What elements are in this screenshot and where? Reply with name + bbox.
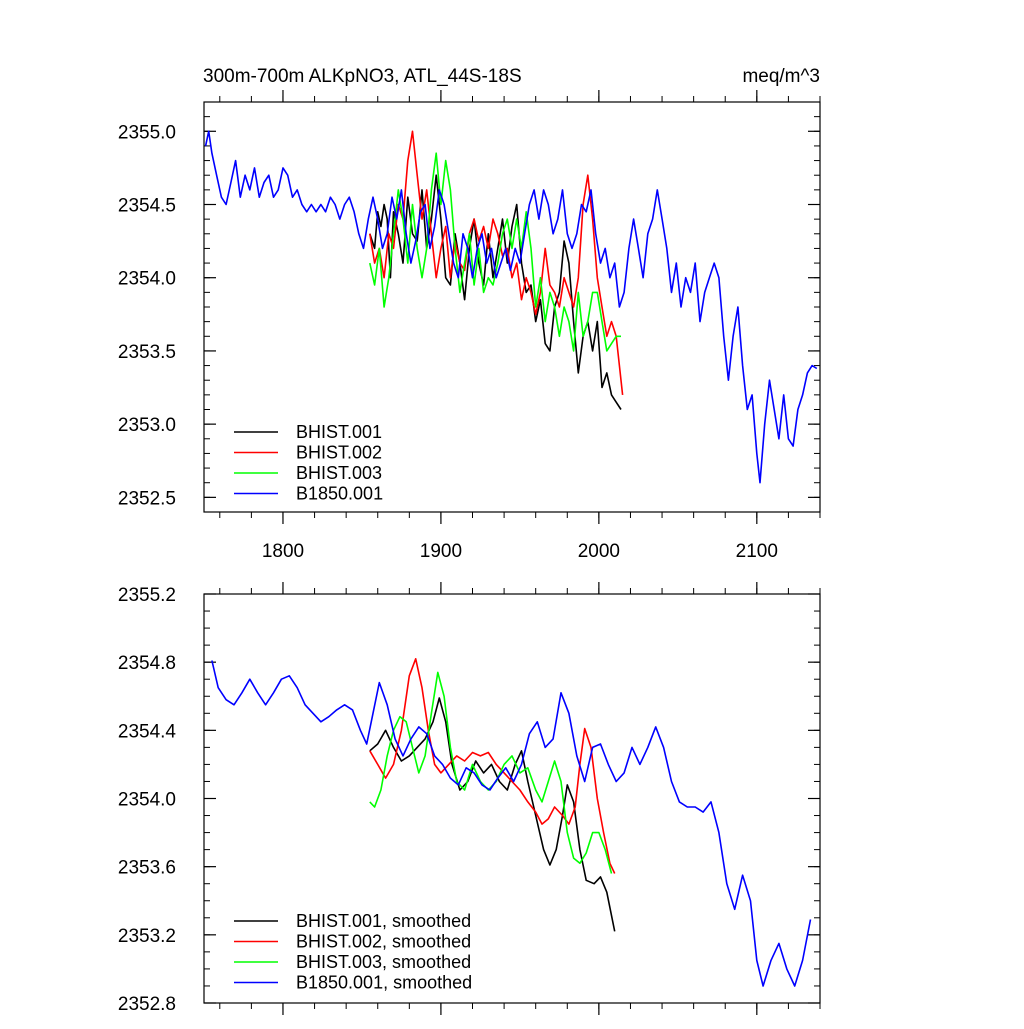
bottom-y-tick-label: 2355.2 [118, 585, 176, 606]
panel-bottom: 2352.8 2353.2 2353.6 2354.0 2354.4 2354.8 2355… [118, 582, 821, 1015]
top-series-line-1 [369, 174, 622, 410]
bottom-series-line-4 [211, 660, 812, 987]
top-y-tick-label: 2355.0 [118, 122, 176, 143]
bottom-y-tick-label: 2352.8 [118, 994, 176, 1015]
bottom-series-line-1 [369, 697, 616, 932]
top-series-line-2 [369, 130, 624, 395]
bottom-y-tick-label: 2353.6 [118, 858, 176, 879]
bottom-y-tick-label: 2353.2 [118, 926, 176, 947]
top-x-tick-label: 2100 [736, 541, 778, 562]
bottom-y-tick-label: 2354.4 [118, 721, 177, 742]
chart-title: 300m-700m ALKpNO3, ATL_44S-18S [203, 66, 522, 87]
top-y-tick-label: 2353.5 [118, 342, 176, 363]
top-legend-label: BHIST.002 [296, 443, 382, 463]
top-legend-label: BHIST.003 [296, 463, 382, 483]
top-x-tick-label: 2000 [578, 541, 620, 562]
bottom-series-line-3 [369, 671, 613, 874]
bottom-y-tick-label: 2354.0 [118, 790, 176, 811]
panel-top: 2352.5 2353.0 2353.5 2354.0 2354.5 2355.0 1800… [118, 90, 821, 562]
top-y-tick-label: 2354.5 [118, 196, 176, 217]
bottom-legend-label: BHIST.003, smoothed [296, 952, 471, 972]
top-series-line-3 [369, 152, 621, 352]
top-legend-label: BHIST.001 [296, 422, 382, 442]
top-series-line-4 [204, 130, 818, 484]
bottom-y-tick-label: 2354.8 [118, 653, 176, 674]
top-x-tick-label: 1900 [420, 541, 462, 562]
bottom-series-line-2 [369, 658, 616, 874]
bottom-legend-label: B1850.001, smoothed [296, 973, 472, 993]
top-y-tick-label: 2354.0 [118, 269, 176, 290]
top-y-tick-label: 2353.0 [118, 415, 176, 436]
bottom-legend-label: BHIST.001, smoothed [296, 911, 471, 931]
top-legend-label: B1850.001 [296, 484, 383, 504]
bottom-legend-label: BHIST.002, smoothed [296, 932, 471, 952]
chart-units: meq/m^3 [742, 66, 820, 87]
top-y-tick-label: 2352.5 [118, 488, 176, 509]
top-x-tick-label: 1800 [262, 541, 304, 562]
